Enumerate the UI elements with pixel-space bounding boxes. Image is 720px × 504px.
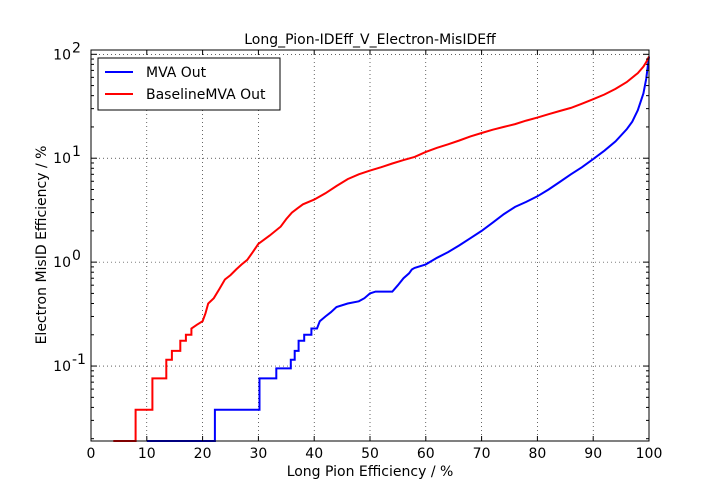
y-tick-label: 10 <box>53 255 71 271</box>
x-tick-label: 50 <box>361 446 379 462</box>
legend-label-mva-out: MVA Out <box>146 65 207 81</box>
x-tick-label: 40 <box>305 446 323 462</box>
y-tick-label-exponent: -1 <box>72 352 86 368</box>
x-axis-title: Long Pion Efficiency / % <box>287 464 454 480</box>
legend-label-baselinemva-out: BaselineMVA Out <box>146 87 266 103</box>
y-tick-label-exponent: 1 <box>72 144 81 160</box>
y-tick-label: 10 <box>53 359 71 375</box>
y-axis-title: Electron MisID Efficiency / % <box>34 146 50 345</box>
series-lines <box>113 56 650 442</box>
grid <box>90 50 650 441</box>
y-tick-label: 10 <box>53 47 71 63</box>
x-tick-label: 30 <box>249 446 267 462</box>
y-tick-label: 10 <box>53 151 71 167</box>
x-tick-label: 80 <box>528 446 546 462</box>
legend-box <box>97 57 281 111</box>
x-tick-label: 20 <box>194 446 212 462</box>
plot-area <box>91 50 649 441</box>
chart-title: Long_Pion-IDEff_V_Electron-MisIDEff <box>244 32 496 48</box>
series-line-baselinemva-out <box>113 56 650 442</box>
y-tick-label-exponent: 2 <box>72 40 81 56</box>
x-tick-label: 100 <box>636 446 663 462</box>
y-tick-label-exponent: 0 <box>72 248 81 264</box>
x-tick-label: 60 <box>417 446 435 462</box>
x-tick-label: 10 <box>138 446 156 462</box>
x-tick-label: 70 <box>473 446 491 462</box>
x-tick-label: 0 <box>87 446 96 462</box>
series-line-mva-out <box>146 56 650 442</box>
x-tick-label: 90 <box>584 446 602 462</box>
legend: MVA Out BaselineMVA Out <box>97 57 281 111</box>
